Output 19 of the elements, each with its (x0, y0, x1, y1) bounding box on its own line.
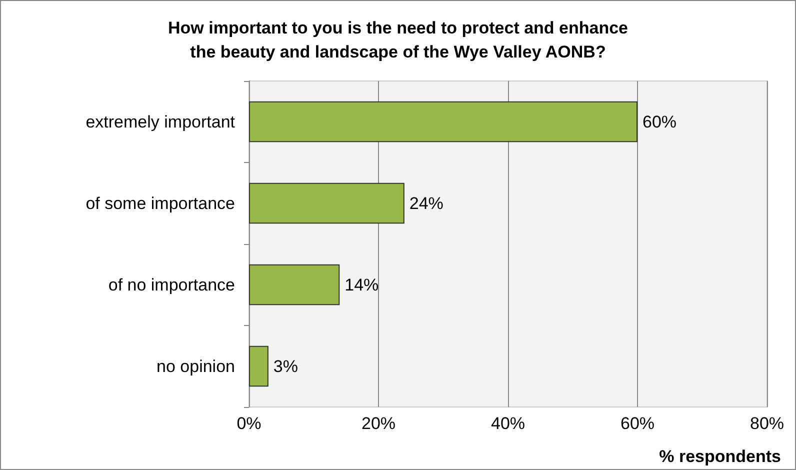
y-tick-label: extremely important (86, 112, 236, 132)
x-tick-label: 60% (620, 414, 655, 433)
data-label: 14% (344, 275, 379, 294)
data-label: 24% (409, 194, 444, 213)
x-tick-label: 20% (361, 414, 396, 433)
bar (249, 346, 268, 387)
data-label: 60% (642, 112, 677, 132)
y-tick-label: of no importance (108, 275, 235, 294)
bar (249, 182, 404, 224)
data-label: 3% (273, 356, 298, 376)
x-tick-label: 40% (490, 414, 526, 433)
x-tick-label: 80% (750, 414, 784, 433)
y-tick-label: of some importance (86, 194, 235, 213)
chart-title: How important to you is the need to protect and enhance the beauty and landscape of the Wye Valley AONB? (168, 18, 628, 62)
bar (249, 101, 638, 142)
bar (249, 264, 340, 306)
x-tick-label: 0% (236, 414, 262, 433)
y-tick-label: no opinion (156, 356, 235, 376)
x-axis-title: % respondents (659, 447, 782, 466)
